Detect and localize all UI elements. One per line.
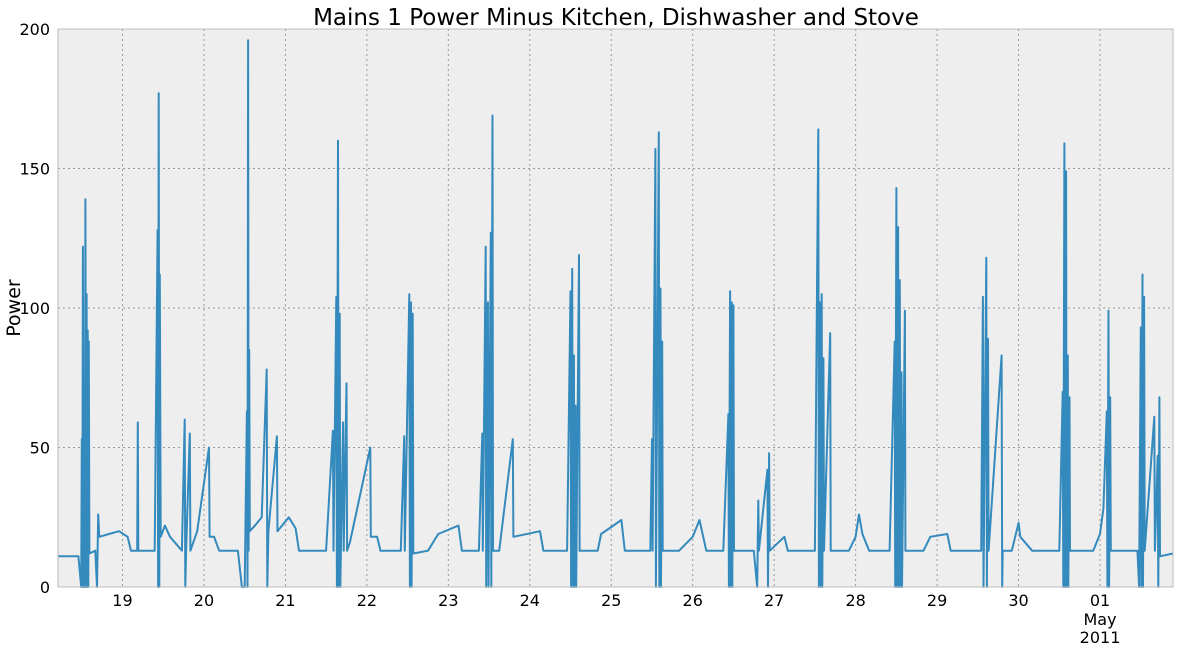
x-tick-label: 21	[275, 591, 295, 610]
y-axis-label: Power	[3, 279, 25, 337]
x-tick-label: 19	[112, 591, 132, 610]
y-tick-label: 200	[19, 20, 50, 39]
plot-area	[58, 29, 1173, 587]
plot-frame	[57, 28, 1174, 588]
x-tick-label: 25	[601, 591, 621, 610]
y-tick-label: 0	[40, 578, 50, 597]
x-tick-label: 01	[1090, 591, 1110, 610]
x-tick-label: 23	[438, 591, 458, 610]
y-tick-label: 100	[19, 299, 50, 318]
grid-lines	[58, 29, 1173, 587]
x-tick-label: 26	[683, 591, 703, 610]
chart-title: Mains 1 Power Minus Kitchen, Dishwasher …	[313, 5, 919, 31]
y-tick-label: 50	[30, 439, 50, 458]
x-tick-label: 29	[927, 591, 947, 610]
y-axis: 0 50 100 150 200	[19, 20, 50, 597]
y-tick-label: 150	[19, 160, 50, 179]
x-tick-label: 22	[357, 591, 377, 610]
x-tick-label: 27	[764, 591, 784, 610]
x-tick-sublabel: May 2011	[1080, 610, 1121, 647]
x-tick-label: 24	[520, 591, 540, 610]
x-tick-label: 28	[845, 591, 865, 610]
x-tick-label: 20	[194, 591, 214, 610]
x-tick-label: 30	[1008, 591, 1028, 610]
